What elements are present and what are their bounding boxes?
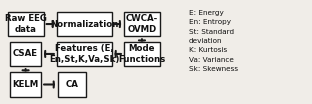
Text: K: Kurtosis: K: Kurtosis (189, 47, 227, 53)
Text: Sk: Skewness: Sk: Skewness (189, 66, 238, 72)
FancyBboxPatch shape (10, 42, 41, 66)
Text: St: Standard: St: Standard (189, 29, 234, 35)
FancyBboxPatch shape (10, 72, 41, 97)
FancyBboxPatch shape (57, 12, 112, 36)
FancyBboxPatch shape (58, 72, 86, 97)
Text: deviation: deviation (189, 38, 222, 44)
Text: Features (E,
En,St,K,Va,Sk): Features (E, En,St,K,Va,Sk) (49, 44, 119, 64)
Text: Va: Variance: Va: Variance (189, 57, 234, 63)
FancyBboxPatch shape (57, 42, 112, 66)
Text: CSAE: CSAE (13, 49, 38, 58)
Text: Normalization: Normalization (50, 20, 119, 29)
FancyBboxPatch shape (124, 12, 160, 36)
Text: En: Entropy: En: Entropy (189, 19, 231, 25)
Text: CWCA-
OVMD: CWCA- OVMD (126, 14, 158, 34)
Text: Raw EEG
data: Raw EEG data (5, 14, 46, 34)
FancyBboxPatch shape (124, 42, 160, 66)
Text: E: Energy: E: Energy (189, 10, 223, 16)
FancyBboxPatch shape (7, 12, 43, 36)
Text: Mode
Functions: Mode Functions (118, 44, 166, 64)
Text: CA: CA (65, 80, 78, 89)
Text: KELM: KELM (12, 80, 39, 89)
